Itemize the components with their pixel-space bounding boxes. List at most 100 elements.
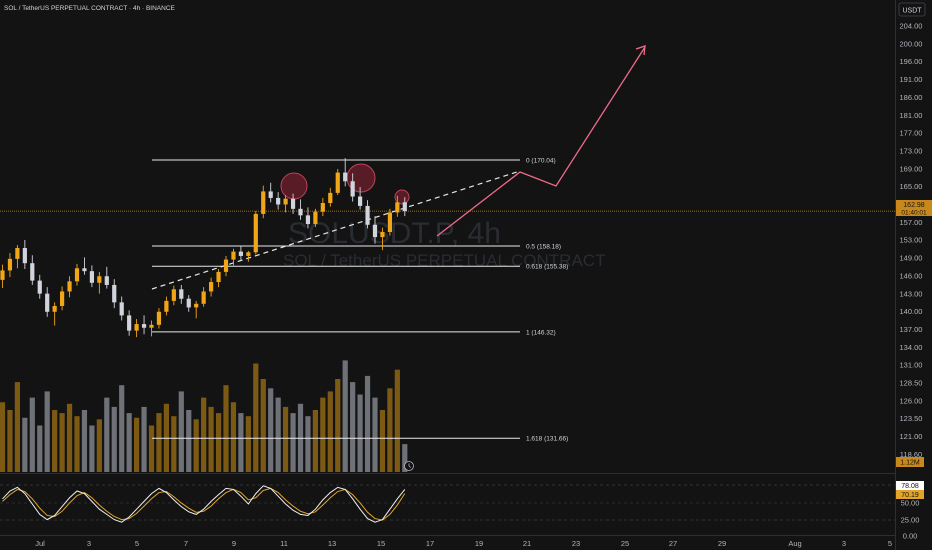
candle bbox=[253, 211, 258, 255]
candle-body bbox=[320, 203, 325, 212]
candle-body bbox=[194, 303, 199, 308]
price-tick-label: 153.00 bbox=[900, 236, 923, 245]
candle-body bbox=[358, 196, 363, 206]
candle bbox=[358, 187, 363, 210]
candle bbox=[209, 277, 214, 297]
candle bbox=[305, 207, 311, 229]
alert-clock-icon[interactable] bbox=[404, 461, 414, 471]
time-tick-label: 29 bbox=[718, 539, 726, 548]
projection-arrowhead bbox=[635, 45, 646, 56]
candle bbox=[313, 208, 318, 227]
stoch-tick-label: 25.00 bbox=[901, 516, 920, 525]
candle bbox=[320, 197, 325, 217]
candle-body bbox=[246, 252, 251, 256]
candle-body bbox=[380, 232, 385, 238]
candle-body bbox=[164, 300, 169, 312]
candle bbox=[179, 284, 184, 304]
volume-bar bbox=[387, 388, 393, 472]
candle-body bbox=[201, 291, 206, 304]
current-price-badge bbox=[896, 200, 932, 216]
volume-bar bbox=[141, 406, 147, 472]
time-tick-label: 17 bbox=[426, 539, 434, 548]
candle-body bbox=[305, 215, 311, 225]
fib-level[interactable]: 1.618 (131.66) bbox=[152, 436, 568, 443]
candle-body bbox=[283, 198, 288, 205]
price-tick-label: 186.00 bbox=[900, 93, 923, 102]
volume-bar bbox=[290, 413, 296, 472]
price-tick-label: 165.00 bbox=[900, 182, 923, 191]
stoch-tick-label: 50.00 bbox=[901, 499, 920, 508]
candle bbox=[276, 192, 281, 210]
candle bbox=[298, 199, 303, 220]
candle-body bbox=[97, 276, 102, 283]
price-axis[interactable]: 204.00 200.00 196.00 191.00 186.00 181.00 177.… bbox=[900, 22, 923, 459]
time-tick-label: 21 bbox=[523, 539, 531, 548]
candle bbox=[238, 245, 243, 262]
projection-path[interactable] bbox=[436, 46, 646, 237]
volume-bar bbox=[253, 363, 259, 472]
candle-body bbox=[45, 293, 50, 312]
price-tick-label: 149.00 bbox=[900, 254, 923, 263]
volume-bar bbox=[111, 406, 117, 472]
price-tick-label: 140.00 bbox=[900, 307, 923, 316]
drawings[interactable] bbox=[151, 45, 646, 290]
fibonacci-retracement[interactable]: 0 (170.04) 0.5 (158.18) 0.618 (155.38) 1 (1… bbox=[152, 157, 568, 443]
candle bbox=[201, 287, 206, 307]
candle-body bbox=[30, 263, 35, 281]
volume-bar bbox=[283, 406, 289, 472]
candle bbox=[350, 173, 355, 202]
fib-label: 0 (170.04) bbox=[526, 157, 556, 164]
candle bbox=[67, 276, 72, 298]
price-tick-label: 128.50 bbox=[900, 379, 923, 388]
volume-bar bbox=[148, 425, 155, 472]
stoch-tick-label: 0.00 bbox=[903, 532, 918, 541]
fib-level[interactable]: 1 (146.32) bbox=[152, 329, 556, 336]
candle bbox=[283, 195, 288, 213]
volume-bar bbox=[186, 410, 192, 472]
candle bbox=[156, 308, 162, 329]
price-tick-label: 191.00 bbox=[900, 75, 923, 84]
price-tick-label: 181.00 bbox=[900, 111, 923, 120]
time-axis[interactable]: Jul 3 5 7 9 11 13 15 17 19 21 23 25 27 29 Aug 3 5 bbox=[35, 539, 892, 548]
candle-body bbox=[15, 247, 20, 259]
volume-bar bbox=[372, 397, 378, 472]
candle bbox=[37, 274, 42, 299]
ascending-trendline[interactable] bbox=[151, 170, 521, 290]
candle-body bbox=[238, 251, 243, 256]
watermark-name: SOL / TetherUS PERPETUAL CONTRACT bbox=[283, 251, 605, 270]
time-tick-label: 15 bbox=[377, 539, 385, 548]
candle-body bbox=[395, 202, 400, 213]
price-tick-label: 121.00 bbox=[900, 432, 923, 441]
candle bbox=[60, 286, 65, 311]
candle bbox=[97, 271, 102, 294]
candle-body bbox=[231, 251, 236, 260]
volume-bar bbox=[379, 410, 386, 472]
candle-body bbox=[22, 247, 27, 264]
candle-body bbox=[372, 224, 378, 238]
currency-selector[interactable] bbox=[898, 2, 926, 17]
fib-label: 1 (146.32) bbox=[526, 329, 556, 336]
fib-level[interactable]: 0.5 (158.18) bbox=[152, 243, 561, 250]
candle bbox=[15, 245, 20, 269]
time-tick-label: 25 bbox=[621, 539, 629, 548]
candle-body bbox=[127, 315, 132, 331]
fib-level[interactable]: 0.618 (155.38) bbox=[152, 264, 568, 271]
candle-body bbox=[253, 213, 258, 253]
stoch-d-line bbox=[2, 487, 406, 521]
candle-body bbox=[209, 282, 214, 292]
bar-countdown: 01:40:01 bbox=[901, 210, 927, 217]
candle-body bbox=[335, 172, 340, 193]
fib-level[interactable]: 0 (170.04) bbox=[152, 157, 556, 164]
time-tick-label: 5 bbox=[888, 539, 892, 548]
volume-bar bbox=[7, 410, 13, 472]
volume-bar bbox=[402, 444, 408, 472]
candle bbox=[112, 279, 117, 309]
volume-bar bbox=[14, 382, 20, 472]
resistance-circle-3[interactable] bbox=[394, 189, 410, 205]
candle-body bbox=[276, 197, 281, 205]
candle bbox=[231, 248, 236, 266]
time-tick-label: 13 bbox=[328, 539, 336, 548]
volume-bar bbox=[29, 397, 35, 472]
resistance-circle-1[interactable] bbox=[280, 172, 308, 200]
